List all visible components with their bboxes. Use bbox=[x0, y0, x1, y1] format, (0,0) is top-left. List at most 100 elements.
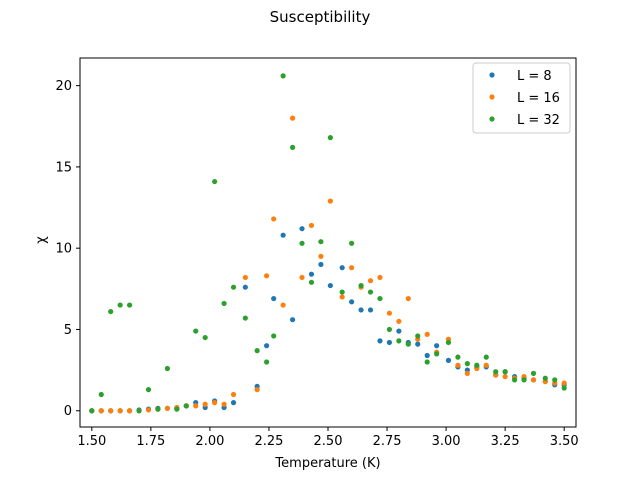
data-point bbox=[415, 333, 421, 339]
y-tick-label: 15 bbox=[55, 160, 72, 175]
legend-box bbox=[472, 62, 571, 134]
data-point bbox=[254, 387, 260, 393]
legend-marker bbox=[489, 72, 495, 78]
data-point bbox=[221, 300, 227, 307]
data-point bbox=[221, 401, 227, 407]
data-point bbox=[455, 354, 461, 360]
legend: L = 8 L = 16 L = 32 bbox=[472, 62, 571, 134]
data-point bbox=[193, 328, 199, 334]
data-point bbox=[136, 408, 142, 414]
data-point bbox=[183, 403, 189, 409]
data-point bbox=[424, 352, 430, 359]
data-point bbox=[89, 408, 95, 414]
data-point bbox=[327, 198, 333, 204]
data-point bbox=[308, 271, 315, 277]
data-point bbox=[405, 295, 411, 302]
data-point bbox=[483, 354, 489, 360]
data-point bbox=[424, 331, 430, 337]
data-point bbox=[263, 273, 270, 279]
data-point bbox=[289, 317, 296, 323]
data-point bbox=[493, 369, 499, 375]
series-3 bbox=[89, 73, 567, 414]
data-point bbox=[339, 265, 345, 271]
data-point bbox=[327, 135, 333, 141]
data-point bbox=[358, 282, 364, 289]
x-tick-label: 3.50 bbox=[550, 434, 579, 449]
data-point bbox=[202, 334, 208, 341]
data-point bbox=[445, 357, 452, 363]
data-point bbox=[263, 359, 270, 365]
data-point bbox=[289, 115, 296, 121]
data-point bbox=[242, 274, 248, 281]
legend-entry: L = 32 bbox=[517, 113, 560, 128]
data-point bbox=[280, 302, 286, 308]
data-point bbox=[474, 362, 480, 368]
data-point bbox=[108, 308, 114, 315]
data-point bbox=[254, 348, 260, 354]
legend-entry: L = 8 bbox=[517, 69, 552, 84]
y-tick-label: 10 bbox=[55, 242, 72, 257]
data-point bbox=[127, 408, 133, 414]
data-point bbox=[212, 400, 218, 406]
data-point bbox=[561, 380, 567, 386]
data-point bbox=[358, 307, 364, 313]
data-point bbox=[367, 307, 374, 313]
data-point bbox=[280, 232, 286, 238]
series-2 bbox=[89, 115, 567, 414]
data-point bbox=[521, 377, 527, 383]
data-point bbox=[145, 407, 152, 413]
data-point bbox=[386, 326, 393, 333]
data-point bbox=[145, 387, 152, 393]
data-point bbox=[349, 299, 355, 305]
data-point bbox=[349, 240, 355, 246]
x-tick-label: 2.25 bbox=[254, 434, 283, 449]
data-point bbox=[339, 289, 345, 295]
data-point bbox=[299, 226, 305, 232]
data-point bbox=[289, 144, 296, 151]
y-tick-label: 5 bbox=[64, 323, 72, 338]
data-point bbox=[299, 240, 305, 246]
data-point bbox=[455, 362, 461, 368]
data-point bbox=[108, 408, 114, 414]
data-point bbox=[271, 216, 277, 222]
x-axis: 1.50 1.75 2.00 2.25 2.50 2.75 3.00 3.25 3.50 bbox=[77, 427, 579, 449]
x-tick-label: 2.50 bbox=[314, 434, 343, 449]
data-point bbox=[396, 338, 402, 344]
x-axis-label: Temperature (K) bbox=[274, 456, 380, 471]
data-point bbox=[511, 377, 518, 383]
data-point bbox=[174, 406, 180, 412]
series-1 bbox=[89, 226, 567, 414]
data-point bbox=[327, 282, 333, 289]
data-point bbox=[202, 401, 208, 407]
data-point bbox=[367, 289, 374, 295]
data-point bbox=[552, 377, 558, 383]
data-point bbox=[318, 253, 324, 259]
data-point bbox=[377, 338, 383, 344]
data-point bbox=[483, 362, 489, 368]
x-tick-label: 1.50 bbox=[77, 434, 106, 449]
data-point bbox=[230, 400, 237, 406]
y-axis-label: χ bbox=[34, 236, 49, 244]
y-tick-label: 0 bbox=[64, 404, 72, 419]
data-point bbox=[530, 370, 537, 376]
data-point bbox=[318, 261, 324, 268]
data-point bbox=[542, 375, 548, 381]
data-point bbox=[164, 365, 170, 372]
y-tick-label: 20 bbox=[55, 79, 72, 94]
data-point bbox=[230, 391, 237, 398]
data-point bbox=[339, 294, 345, 300]
data-point bbox=[212, 178, 218, 185]
data-point bbox=[445, 339, 452, 346]
x-tick-label: 3.25 bbox=[491, 434, 520, 449]
x-tick-label: 2.00 bbox=[195, 434, 224, 449]
data-point bbox=[386, 339, 393, 346]
data-point bbox=[434, 351, 440, 357]
chart-title: Susceptibility bbox=[270, 8, 371, 26]
data-point bbox=[367, 278, 374, 284]
data-point bbox=[117, 408, 123, 414]
data-point bbox=[502, 369, 508, 375]
legend-entry: L = 16 bbox=[517, 91, 560, 106]
data-point bbox=[405, 341, 411, 347]
data-point bbox=[299, 274, 305, 281]
